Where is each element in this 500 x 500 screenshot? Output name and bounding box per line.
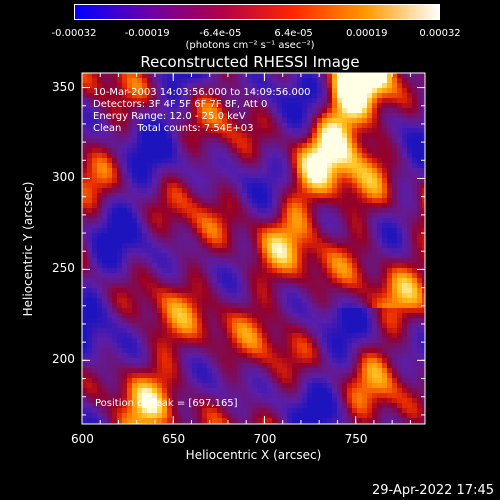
colorbar <box>74 4 440 20</box>
axis-ticks <box>81 73 425 424</box>
heatmap-image <box>82 73 425 424</box>
annotation-peak-position: Position of Peak = [697,165] <box>95 398 238 409</box>
plot-frame <box>81 72 426 425</box>
annotation-detectors: Detectors: 3F 4F 5F 6F 7F 8F, Att 0 <box>93 99 268 110</box>
colorbar-unit-label: (photons cm⁻² s⁻¹ asec⁻²) <box>185 40 315 51</box>
chart-title: Reconstructed RHESSI Image <box>140 53 360 71</box>
colorbar-gradient <box>75 5 439 19</box>
colorbar-tick-label: 6.4e-05 <box>274 28 313 39</box>
x-tick-label: 600 <box>71 432 94 446</box>
colorbar-ticks: -0.00032 -0.00019 -6.4e-05 6.4e-05 0.00019 0.… <box>0 28 500 42</box>
y-tick-label: 250 <box>52 261 75 276</box>
timestamp: 29-Apr-2022 17:45 <box>372 483 494 498</box>
x-tick-label: 750 <box>344 432 368 446</box>
y-tick-label: 300 <box>52 170 75 185</box>
y-tick-label: 350 <box>52 79 75 94</box>
annotation-energy-range: Energy Range: 12.0 - 25.0 keV <box>93 111 246 122</box>
x-tick-label: 650 <box>162 432 186 446</box>
colorbar-tick-label: -0.00032 <box>51 28 97 39</box>
y-axis-label: Heliocentric Y (arcsec) <box>21 181 35 317</box>
x-tick-label: 700 <box>253 432 277 446</box>
y-tick-label: 200 <box>52 352 75 367</box>
colorbar-tick-label: -0.00019 <box>124 28 170 39</box>
colorbar-tick-label: -6.4e-05 <box>199 28 242 39</box>
annotation-total-counts: Clean Total counts: 7.54E+03 <box>93 123 254 134</box>
colorbar-tick-label: 0.00032 <box>419 28 461 39</box>
annotation-time-range: 10-Mar-2003 14:03:56.000 to 14:09:56.000 <box>93 87 311 98</box>
x-axis-label: Heliocentric X (arcsec) <box>185 448 322 462</box>
colorbar-tick-label: 0.00019 <box>346 28 388 39</box>
